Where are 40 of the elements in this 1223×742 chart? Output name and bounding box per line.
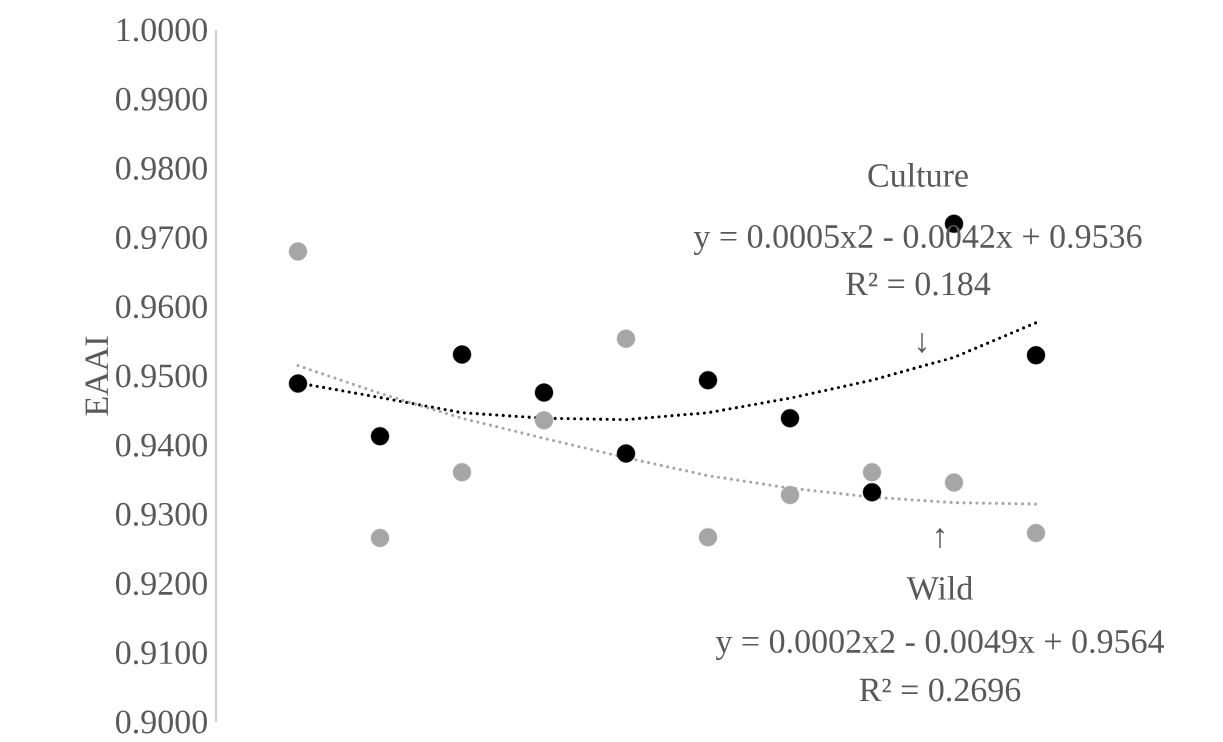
- point: [370, 528, 390, 548]
- point: [862, 483, 882, 502]
- annotation: y = 0.0002x2 - 0.0049x + 0.9564: [715, 630, 1165, 660]
- y-tick-label: 0.9200: [116, 572, 207, 596]
- annotation: Culture: [868, 163, 968, 187]
- annotation: y = 0.0005x2 - 0.0042x + 0.9536: [693, 225, 1142, 255]
- point: [534, 383, 554, 402]
- point: [862, 462, 882, 482]
- y-tick-label: 0.9900: [116, 87, 207, 111]
- annotation: Wild: [906, 575, 973, 601]
- annotation: ↓: [918, 332, 926, 354]
- y-tick-label: 0.9600: [116, 295, 207, 319]
- y-tick-label: 1.0000: [117, 18, 207, 42]
- line-series: [296, 364, 1038, 506]
- point: [944, 473, 964, 492]
- annotation: ↑: [936, 527, 944, 549]
- y-tick-label: 0.9400: [116, 433, 207, 457]
- point: [698, 528, 718, 547]
- y-tick-label: 0.9700: [116, 226, 207, 250]
- annotation: R² = 0.184: [846, 272, 991, 296]
- point: [452, 345, 472, 364]
- point: [698, 370, 718, 390]
- y-tick-label: 0.9800: [116, 156, 207, 180]
- point: [780, 409, 800, 428]
- point: [452, 462, 472, 482]
- y-tick-label: 0.9000: [116, 710, 207, 734]
- y-tick-label: 0.9100: [116, 641, 207, 665]
- point: [780, 485, 800, 505]
- y-axis-title: EAAI: [85, 336, 108, 416]
- point: [1026, 523, 1046, 543]
- y-tick-label: 0.9500: [116, 364, 207, 388]
- y-tick-label: 0.9300: [116, 502, 207, 526]
- point: [616, 444, 636, 463]
- point: [288, 374, 308, 393]
- point: [1026, 346, 1046, 365]
- point: [288, 242, 308, 261]
- point: [534, 411, 554, 430]
- annotation: R² = 0.2696: [859, 678, 1021, 702]
- point: [616, 329, 636, 348]
- point: [370, 427, 390, 446]
